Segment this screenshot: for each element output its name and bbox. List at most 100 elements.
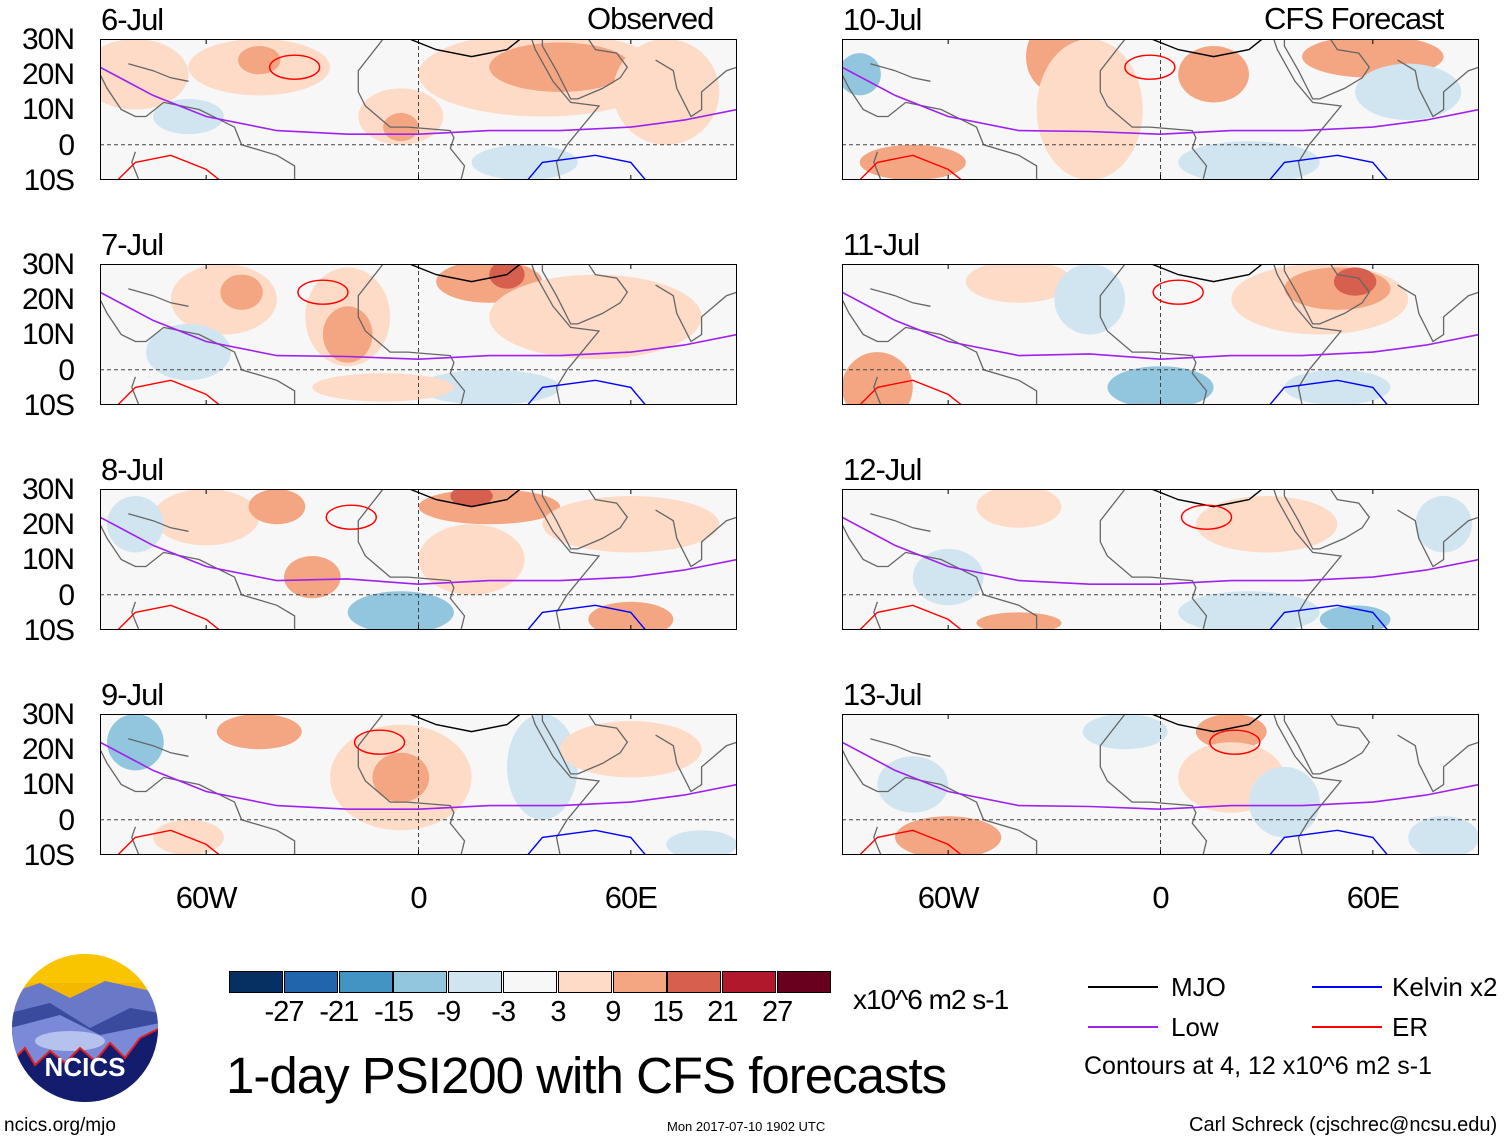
panel-date: 13-Jul (843, 677, 922, 712)
coastline (357, 264, 466, 405)
lon-tick-label: 60E (604, 880, 658, 915)
mjo-contour (407, 489, 522, 508)
anomaly-shading (1284, 369, 1391, 405)
coastline (1283, 39, 1371, 100)
coastline (870, 513, 931, 532)
map-field (100, 489, 737, 630)
footer-credit: Carl Schreck (cjschrec@ncsu.edu) (1189, 1114, 1498, 1136)
kelvin-contour (1268, 154, 1389, 180)
anomaly-shading (312, 373, 454, 402)
logo-text: NCICS (45, 1052, 126, 1082)
lat-tick-label: 0 (58, 353, 75, 387)
panel-frame (100, 39, 737, 180)
colorbar-label: 3 (550, 996, 566, 1028)
lat-tick-label: 10N (21, 318, 75, 352)
coastline (1099, 714, 1208, 855)
anomaly-shading (542, 496, 720, 553)
colorbar-swatch (283, 971, 338, 993)
colorbar-swatch (722, 971, 777, 993)
low-contour (100, 66, 737, 135)
kelvin-contour (1268, 604, 1389, 630)
er-contour (859, 604, 963, 630)
colorbar-label: -15 (374, 996, 414, 1028)
er-contour (859, 154, 963, 180)
coastline (541, 489, 629, 550)
lat-tick-label: 30N (21, 473, 75, 506)
lat-tick-label: 30N (21, 698, 75, 731)
anomaly-shading (965, 264, 1073, 303)
anomaly-shading (1355, 63, 1462, 121)
er-contour (1152, 279, 1204, 305)
map-field (100, 264, 737, 405)
legend-mjo-label: MJO (1171, 972, 1226, 1002)
coastline (1397, 59, 1479, 118)
mjo-contour (1149, 264, 1264, 283)
coastline (131, 601, 140, 630)
anomaly-shading (666, 830, 737, 855)
anomaly-shading (489, 42, 631, 92)
anomaly-shading (347, 591, 454, 630)
anomaly-shading (976, 489, 1062, 528)
panel-frame (842, 714, 1479, 855)
anomaly-shading (1195, 496, 1338, 553)
coastline (128, 288, 189, 307)
er-contour (1209, 729, 1261, 755)
lat-tick-label: 10S (23, 838, 75, 872)
coastline (1099, 489, 1208, 630)
lon-tick-label: 0 (410, 880, 427, 915)
panel-date: 6-Jul (101, 2, 164, 37)
anomaly-shading (859, 144, 966, 180)
anomaly-shading (1415, 496, 1472, 553)
er-contour (1180, 504, 1233, 530)
coastline (655, 59, 737, 118)
lat-tick-label: 30N (21, 23, 75, 56)
coastline (357, 39, 466, 180)
er-contour (325, 504, 377, 530)
coastline (873, 601, 882, 630)
legend-low-label: Low (1171, 1012, 1219, 1042)
coastline (131, 376, 140, 405)
coastline (1273, 39, 1343, 180)
anomaly-shading (1333, 267, 1377, 296)
kelvin-contour (526, 379, 647, 405)
lon-tick-label: 60W (917, 880, 980, 915)
anomaly-shading (153, 489, 260, 546)
colorbar-label: 21 (707, 996, 738, 1028)
er-contour (297, 279, 349, 305)
anomaly-shading (284, 555, 341, 599)
coastline (1283, 714, 1371, 775)
mjo-contour (1149, 489, 1264, 508)
anomaly-shading (107, 714, 164, 771)
kelvin-contour (1268, 829, 1389, 855)
er-contour (268, 54, 321, 80)
er-contour (859, 829, 963, 855)
lat-tick-label: 20N (21, 733, 75, 767)
anomaly-shading (506, 714, 578, 820)
kelvin-contour (526, 604, 647, 630)
coastline (873, 376, 882, 405)
mjo-contour (407, 39, 522, 58)
map-field (100, 39, 737, 180)
colorbar-label: 15 (652, 996, 683, 1028)
anomaly-shading (372, 752, 430, 803)
panel-date: 8-Jul (101, 452, 164, 487)
panel-frame (100, 489, 737, 630)
colorbar-swatch (667, 971, 722, 993)
lat-tick-label: 0 (58, 578, 75, 612)
coastline (1273, 489, 1343, 630)
colorbar-swatch (448, 971, 503, 993)
figure-title: 1-day PSI200 with CFS forecasts (226, 1047, 947, 1104)
lon-tick-label: 60E (1346, 880, 1400, 915)
coastline (541, 39, 629, 100)
panel-date: 9-Jul (101, 677, 164, 712)
mjo-contour (1149, 39, 1264, 58)
footer-url[interactable]: ncics.org/mjo (4, 1115, 116, 1136)
colorbar-label: -27 (264, 996, 305, 1028)
anomaly-shading (107, 496, 164, 553)
coastline (357, 489, 466, 630)
kelvin-contour (526, 154, 647, 180)
er-contour (1124, 54, 1176, 80)
panel-frame (100, 714, 737, 855)
lat-tick-label: 30N (21, 248, 75, 281)
coastline (128, 738, 189, 757)
